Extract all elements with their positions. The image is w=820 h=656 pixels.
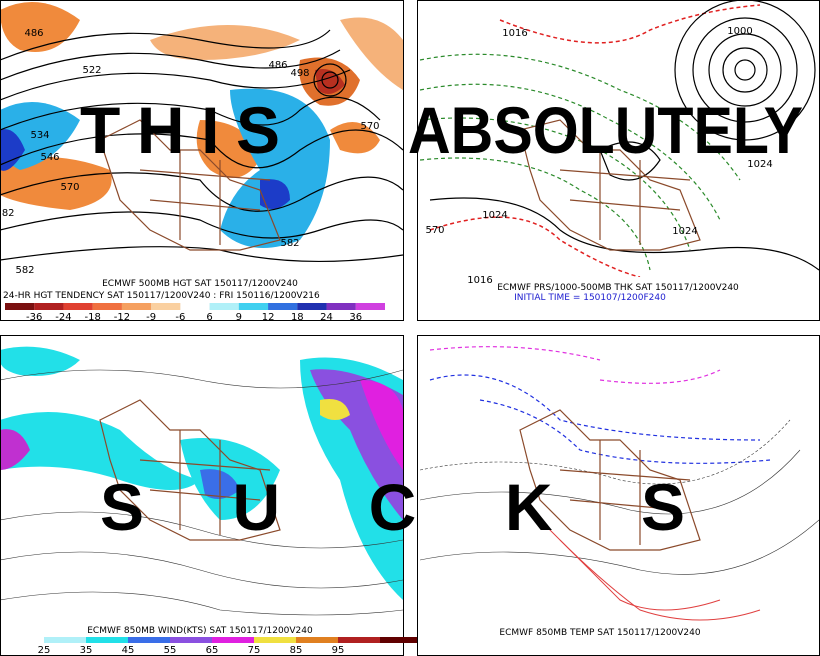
colorbar-label: 55 — [164, 645, 177, 656]
contour-label: 522 — [82, 65, 101, 76]
colorbar-label: 45 — [122, 645, 135, 656]
contour-label: 570 — [360, 121, 379, 132]
contour-label: 534 — [30, 130, 49, 141]
contour-label: 582 — [15, 265, 34, 276]
colorbar-swatch — [212, 637, 254, 643]
caption: ECMWF 850MB WIND(KTS) SAT 150117/1200V24… — [87, 626, 313, 636]
colorbar-swatch — [34, 303, 64, 310]
colorbar-swatch — [92, 303, 122, 310]
colorbar-swatch — [380, 637, 422, 643]
contour-label: 570 — [60, 182, 79, 193]
contour-label: 486 — [268, 60, 287, 71]
colorbar-swatch — [151, 303, 181, 310]
colorbar-label: -12 — [114, 312, 130, 323]
panel-500mb: -36 -24 -18 -12 -9 -6 6 9 12 18 24 36 ECMWF 500MB H… — [0, 0, 404, 323]
caption: ECMWF PRS/1000-500MB THK SAT 150117/1200… — [497, 283, 739, 293]
colorbar-swatch — [121, 303, 152, 310]
colorbar-label: 6 — [206, 312, 212, 323]
colorbar-label: 35 — [80, 645, 93, 656]
colorbar-swatch — [128, 637, 170, 643]
colorbar-swatch — [44, 637, 86, 643]
colorbar-swatch — [268, 303, 298, 310]
contour-label: 1016 — [467, 275, 492, 286]
colorbar-swatch — [63, 303, 93, 310]
caption: ECMWF 500MB HGT SAT 150117/1200V240 — [102, 279, 298, 289]
colorbar-label: 18 — [291, 312, 304, 323]
colorbar-swatch — [2, 637, 44, 643]
colorbar-swatch — [297, 303, 327, 310]
overlay-text: THIS — [80, 93, 280, 167]
colorbar-swatch — [326, 303, 356, 310]
colorbar-label: 85 — [290, 645, 303, 656]
contour-label: 582 — [0, 208, 15, 219]
panel-pressure: ECMWF PRS/1000-500MB THK SAT 150117/1200… — [417, 0, 820, 321]
caption: INITIAL TIME = 150107/1200F240 — [514, 293, 666, 303]
colorbar-label: 36 — [349, 312, 362, 323]
overlay-text: ABSOLUTELY — [408, 93, 803, 167]
colorbar-label: 75 — [248, 645, 261, 656]
colorbar-label: 25 — [38, 645, 51, 656]
contour-label: 1024 — [672, 226, 697, 237]
colorbar-label: -6 — [175, 312, 185, 323]
colorbar-label: 9 — [236, 312, 242, 323]
caption: 24-HR HGT TENDENCY SAT 150117/1200V240 :… — [3, 291, 320, 301]
colorbar-label: -36 — [26, 312, 42, 323]
colorbar-swatch — [180, 303, 210, 310]
colorbar-swatch — [238, 303, 269, 310]
contour-label: 498 — [290, 68, 309, 79]
colorbar-swatch — [170, 637, 212, 643]
contour-label: 1000 — [727, 26, 752, 37]
contour-label: 570 — [425, 225, 444, 236]
caption: ECMWF 850MB TEMP SAT 150117/1200V240 — [499, 628, 700, 638]
contour-label: 1024 — [482, 210, 507, 221]
panel-temp: ECMWF 850MB TEMP SAT 150117/1200V240 — [417, 335, 820, 656]
colorbar-swatch — [86, 637, 128, 643]
contour-label: 1024 — [747, 159, 772, 170]
colorbar-label: 24 — [320, 312, 333, 323]
colorbar-swatch — [209, 303, 239, 310]
panel-wind: 25 35 45 55 65 75 85 95 ECMWF 850MB WIND(KTS) S… — [0, 335, 422, 656]
colorbar-swatch — [296, 637, 338, 643]
colorbar-swatch — [355, 303, 385, 310]
colorbar-swatch — [5, 303, 35, 310]
colorbar-swatch — [254, 637, 296, 643]
contour-label: 1016 — [502, 28, 527, 39]
contour-label: 582 — [280, 238, 299, 249]
colorbar-swatch — [338, 637, 380, 643]
contour-label: 486 — [24, 28, 43, 39]
contour-label: 546 — [40, 152, 59, 163]
colorbar-label: -9 — [146, 312, 156, 323]
colorbar-label: 12 — [262, 312, 275, 323]
colorbar-label: -18 — [85, 312, 101, 323]
colorbar-label: -24 — [55, 312, 71, 323]
colorbar-label: 95 — [332, 645, 345, 656]
colorbar-label: 65 — [206, 645, 219, 656]
